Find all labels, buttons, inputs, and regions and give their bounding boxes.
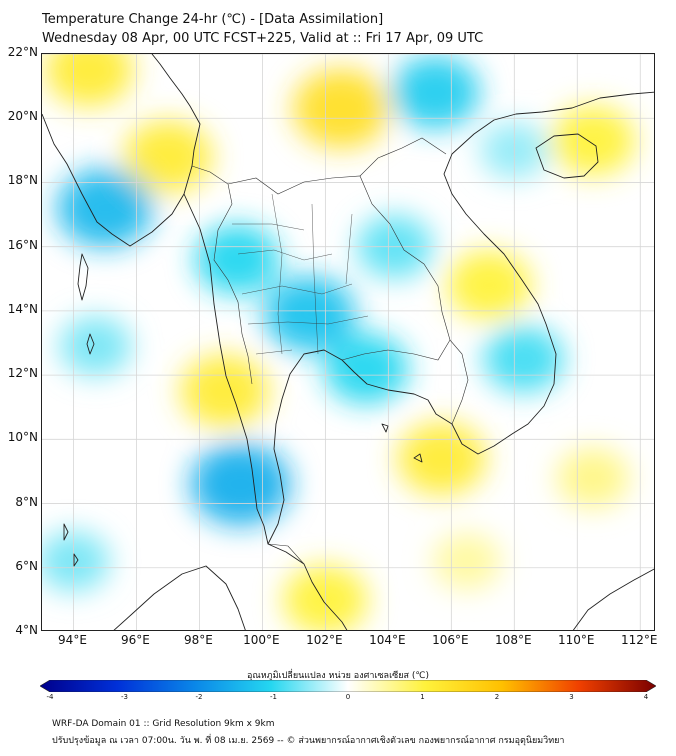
- map-plot-area: [41, 53, 655, 631]
- border-cambodia: [341, 339, 469, 425]
- coastline-borneo: [572, 568, 654, 630]
- lat-label-1: 20°N: [7, 109, 38, 124]
- warm-anomaly-3: [551, 105, 636, 176]
- cool-anomaly-12: [263, 276, 356, 353]
- border-vietnam-north: [359, 137, 447, 177]
- border-myanmar-thailand: [191, 165, 253, 385]
- graticule: [42, 54, 654, 630]
- warm-anomaly-4: [447, 250, 532, 320]
- colorbar-tick-3: -1: [270, 693, 277, 701]
- coastline-gulf-thailand: [267, 91, 654, 545]
- lon-label-7: 108°E: [495, 633, 532, 647]
- coastline-mainland: [42, 54, 201, 247]
- cool-anomaly-19: [42, 531, 110, 592]
- lat-label-4: 14°N: [7, 301, 38, 316]
- cool-anomaly-11: [190, 443, 291, 526]
- colorbar-tick-8: 4: [643, 693, 649, 701]
- warm-anomaly-6: [397, 422, 486, 495]
- country-borders: [191, 137, 469, 565]
- border-thai-provinces: [232, 193, 369, 355]
- warm-anomaly-2: [123, 120, 212, 194]
- temperature-map: [42, 54, 654, 630]
- lon-label-0: 94°E: [58, 633, 87, 647]
- lat-label-0: 22°N: [7, 45, 38, 59]
- coastline-andaman: [77, 253, 95, 355]
- colorbar-tick-5: 1: [420, 693, 425, 701]
- temperature-field: [42, 54, 636, 630]
- border-thai-malaysia: [267, 543, 305, 565]
- map-title: Temperature Change 24-hr (℃) - [Data Ass…: [42, 12, 384, 27]
- cool-anomaly-16: [483, 325, 564, 393]
- colorbar-tick-2: -2: [195, 693, 203, 701]
- colorbar-tick-6: 2: [494, 693, 500, 701]
- border-laos: [227, 175, 451, 341]
- coastline-myanmar-thai: [183, 193, 348, 630]
- colorbar-tick-0: -4: [46, 693, 54, 701]
- lat-label-6: 10°N: [7, 430, 38, 445]
- footer-credit: ปรับปรุงข้อมูล ณ เวลา 07:00น. วัน พ. ที่…: [52, 736, 565, 746]
- lon-label-2: 98°E: [183, 633, 213, 647]
- lat-label-3: 16°N: [7, 237, 38, 252]
- lat-label-9: 4°N: [15, 623, 38, 637]
- cool-anomaly-18: [59, 316, 132, 377]
- colorbar-tick-7: 3: [569, 693, 574, 701]
- colorbar-tick-1: -3: [121, 693, 128, 701]
- cool-anomaly-13: [195, 224, 280, 295]
- lat-label-7: 8°N: [15, 494, 38, 509]
- cool-anomaly-10: [56, 168, 153, 248]
- coastline-nicobar: [63, 523, 79, 567]
- warm-anomaly-5: [180, 354, 269, 428]
- lon-label-4: 102°E: [306, 633, 343, 647]
- colorbar-bar: [40, 680, 656, 692]
- colorbar: [40, 680, 656, 692]
- lon-label-9: 112°E: [621, 633, 658, 647]
- lat-label-2: 18°N: [7, 173, 38, 188]
- map-subtitle: Wednesday 08 Apr, 00 UTC FCST+225, Valid…: [42, 31, 484, 46]
- coastline-hainan: [535, 133, 599, 179]
- warm-anomaly-9: [433, 532, 502, 590]
- coastline-islands: [381, 423, 423, 463]
- lon-label-6: 106°E: [432, 633, 469, 647]
- cool-anomaly-15: [324, 333, 409, 404]
- colorbar-title: อุณหภูมิเปลี่ยนแปลง หน่วย องศาเซลเซียส (…: [246, 671, 430, 681]
- colorbar-tick-4: 0: [345, 693, 351, 701]
- coastline-sumatra: [113, 565, 246, 630]
- warm-anomaly-0: [293, 68, 390, 149]
- warm-anomaly-8: [557, 447, 630, 508]
- footer-model-info: WRF-DA Domain 01 :: Grid Resolution 9km …: [52, 719, 275, 729]
- lon-label-1: 96°E: [121, 633, 150, 647]
- cool-anomaly-14: [391, 56, 480, 129]
- coastlines: [42, 54, 654, 630]
- lon-label-8: 110°E: [558, 633, 595, 647]
- lat-label-5: 12°N: [7, 366, 38, 381]
- lon-label-3: 100°E: [243, 633, 280, 647]
- warm-anomaly-1: [45, 54, 134, 107]
- lat-label-8: 6°N: [15, 558, 38, 573]
- lon-label-5: 104°E: [369, 633, 406, 647]
